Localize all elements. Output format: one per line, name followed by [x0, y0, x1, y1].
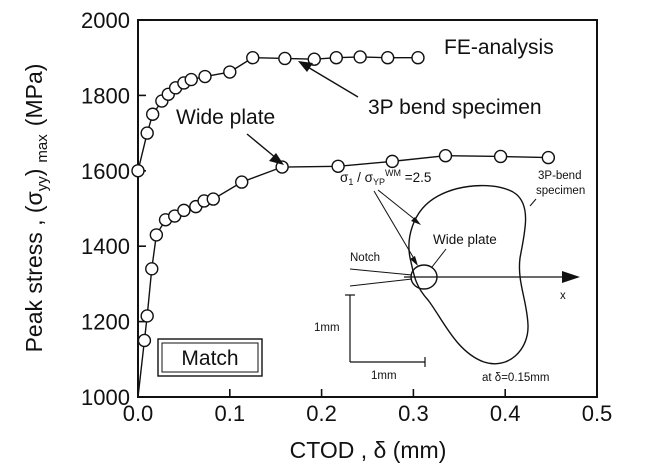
- data-point-wide: [206, 192, 220, 206]
- data-point-wide: [137, 333, 152, 348]
- data-point-bend: [223, 65, 237, 79]
- data-point-bend: [145, 107, 160, 121]
- data-point-bend: [198, 69, 212, 84]
- inset-diagram: σ1 / σYPWM =2.5 3P-bend specimen Wide pl…: [314, 168, 585, 384]
- bend-contour: [408, 184, 529, 365]
- y-tick-label: 2000: [81, 8, 130, 33]
- data-point-bend: [329, 51, 343, 65]
- x-tick-label: 0.5: [582, 401, 613, 426]
- match-label: Match: [181, 347, 238, 370]
- x-axis-title: CTOD , δ (mm): [290, 437, 447, 463]
- plot-frame: [137, 19, 598, 398]
- scale-v-label: 1mm: [314, 322, 340, 334]
- data-point-bend: [353, 50, 367, 64]
- x-tick-label: 0.1: [215, 401, 246, 426]
- data-point-bend: [411, 51, 425, 65]
- data-point-bend: [307, 52, 321, 66]
- data-point-bend: [246, 51, 260, 65]
- y-axis-title: Peak stress , (σyy)max(MPa): [21, 64, 51, 353]
- data-point-bend: [380, 51, 395, 65]
- data-point-wide: [149, 228, 164, 242]
- x-axis-arrowhead: [562, 271, 580, 283]
- data-point-bend: [140, 126, 154, 140]
- data-point-wide: [493, 149, 508, 164]
- data-point-wide: [177, 203, 191, 218]
- y-tick-label: 1600: [81, 159, 130, 184]
- data-point-wide: [385, 154, 399, 169]
- x-tick-label: 0.0: [123, 401, 154, 426]
- wide-series-label: Wide plate: [176, 106, 275, 129]
- x-tick-label: 0.3: [398, 401, 429, 426]
- data-point-bend: [278, 51, 292, 66]
- data-point-wide: [275, 160, 289, 174]
- x-tick-label: 0.4: [490, 401, 521, 426]
- inset-x-label: x: [560, 290, 566, 302]
- data-point-wide: [438, 149, 453, 163]
- y-tick-label: 1200: [81, 310, 130, 335]
- fe-analysis-label: FE-analysis: [444, 36, 554, 59]
- data-point-bend: [184, 72, 198, 87]
- inset-bend-label-1: 3P-bend: [538, 170, 581, 182]
- ratio-pointer-outer: [377, 189, 419, 223]
- y-tick-label: 1800: [81, 83, 130, 108]
- notch-label: Notch: [350, 252, 380, 264]
- data-point-wide: [541, 150, 556, 165]
- y-tick-label: 1400: [81, 234, 130, 259]
- inset-bend-label-2: specimen: [536, 185, 585, 197]
- data-point-wide: [140, 309, 154, 323]
- match-box: Match: [157, 338, 263, 377]
- data-point-wide: [331, 159, 345, 173]
- wide-label-arrow: [246, 133, 284, 165]
- bend-series-label: 3P bend specimen: [368, 96, 542, 119]
- y-tick-label: 1000: [81, 385, 130, 410]
- notch-line-lower: [349, 278, 413, 287]
- data-point-wide: [145, 262, 159, 276]
- inset-wide-label: Wide plate: [433, 232, 497, 247]
- scale-h-label: 1mm: [371, 370, 397, 382]
- delta-note: at δ=0.15mm: [482, 372, 549, 384]
- notch-line-upper: [349, 268, 413, 276]
- data-point-wide: [235, 175, 249, 189]
- inset-ratio-label: σ1 / σYPWM =2.5: [340, 168, 431, 187]
- data-point-bend: [131, 164, 145, 178]
- bend-label-arrow: [298, 61, 359, 98]
- x-tick-label: 0.2: [306, 401, 337, 426]
